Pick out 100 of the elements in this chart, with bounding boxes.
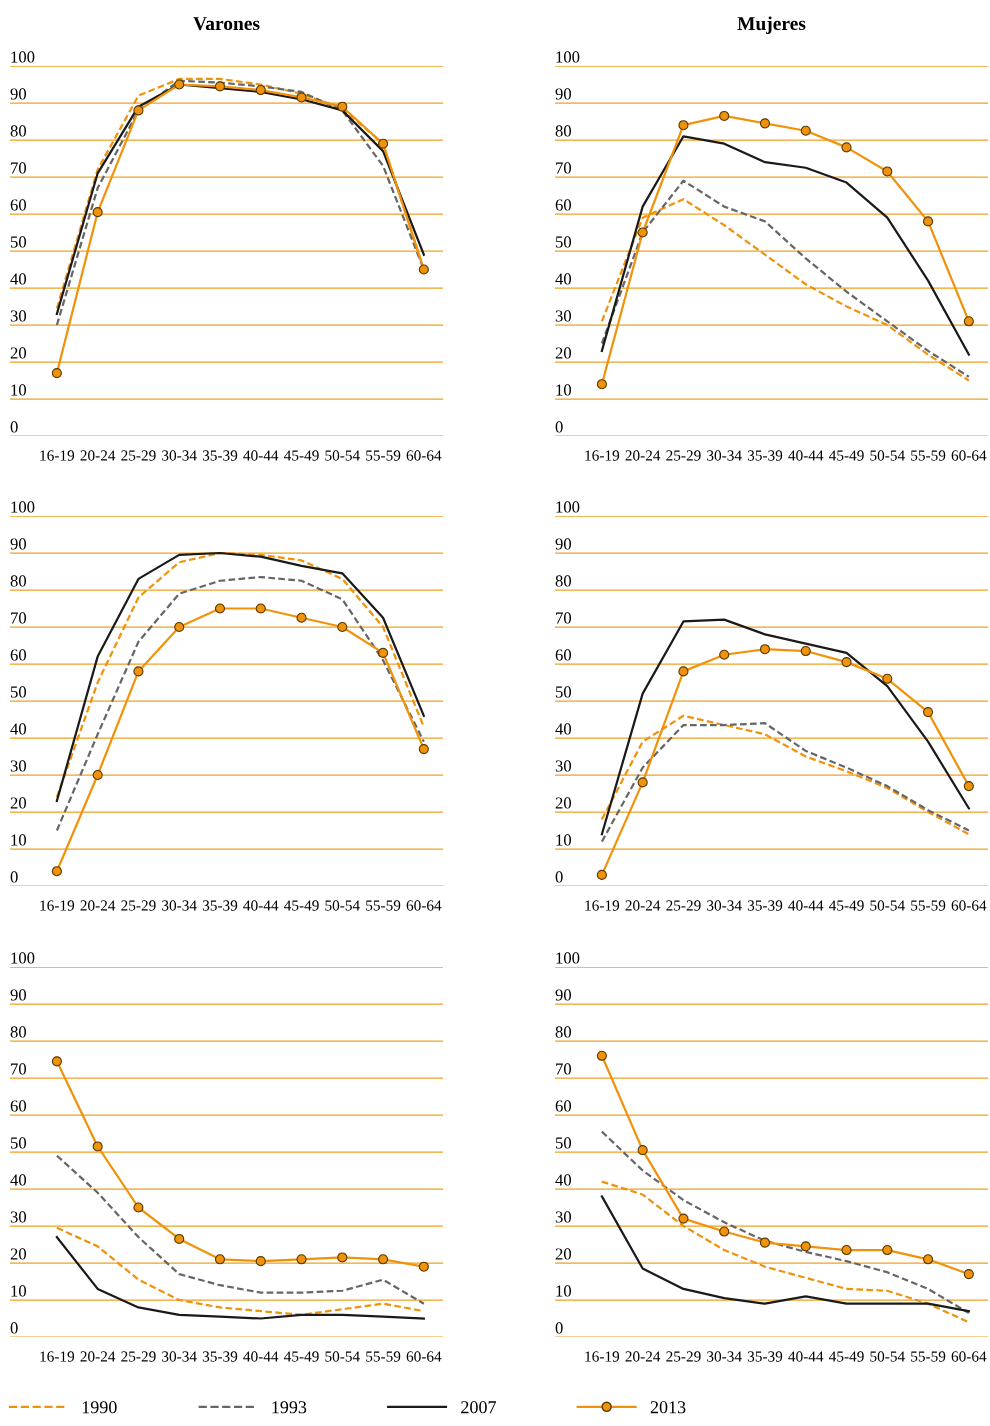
x-tick-label: 20-24 [80,1351,116,1362]
x-tick-label: 50-54 [325,900,360,911]
y-tick-label: 20 [555,347,572,359]
x-tick-label: 45-49 [829,1351,864,1362]
y-tick-label: 60 [555,199,572,211]
y-tick-label: 70 [11,1063,27,1075]
y-tick-label: 100 [11,51,35,63]
y-tick-label: 70 [11,162,27,174]
x-tick-label: 40-44 [788,900,824,911]
x-tick-label: 16-19 [585,900,620,911]
x-tick-label: 45-49 [829,450,864,461]
x-tick-label: 40-44 [243,1351,279,1362]
x-tick-label: 55-59 [366,1351,401,1362]
y-tick-label: 50 [10,686,27,698]
y-tick-label: 10 [556,384,572,396]
legend-label: 2013 [650,1401,686,1414]
y-tick-label: 40 [10,273,27,285]
y-tick-label: 90 [10,88,27,100]
x-tick-label: 20-24 [625,900,661,911]
x-tick-label: 55-59 [911,900,946,911]
x-tick-label: 30-34 [707,450,742,461]
x-tick-label: 30-34 [162,900,197,911]
x-tick-label: 60-64 [406,1351,442,1362]
y-tick-label: 70 [556,162,572,174]
y-tick-label: 90 [10,538,27,550]
x-tick-label: 16-19 [40,900,75,911]
x-tick-label: 60-64 [951,1351,987,1362]
x-tick-label: 55-59 [366,900,401,911]
y-tick-label: 10 [556,834,572,846]
chart-title: Varones [193,17,260,31]
x-tick-label: 25-29 [121,450,156,461]
y-tick-label: 90 [555,538,572,550]
x-tick-label: 50-54 [870,900,905,911]
y-tick-label: 30 [555,760,572,772]
y-tick-label: 30 [10,1211,27,1223]
x-tick-label: 40-44 [788,1351,824,1362]
y-tick-label: 100 [11,952,35,964]
legend-label: 2007 [461,1401,497,1414]
y-tick-label: 20 [555,1248,572,1260]
x-tick-label: 16-19 [40,450,75,461]
y-tick-label: 50 [10,1137,27,1149]
y-tick-label: 80 [555,125,572,137]
x-tick-label: 45-49 [284,900,319,911]
y-tick-label: 30 [555,310,572,322]
y-tick-label: 100 [11,501,35,513]
y-tick-label: 50 [555,236,572,248]
x-tick-label: 60-64 [951,450,987,461]
y-tick-label: 50 [555,1137,572,1149]
x-tick-label: 45-49 [284,450,319,461]
x-tick-label: 25-29 [121,1351,156,1362]
y-tick-label: 60 [555,1100,572,1112]
y-tick-label: 40 [10,723,27,735]
x-tick-label: 30-34 [707,900,742,911]
y-tick-label: 0 [10,421,18,433]
x-tick-label: 40-44 [788,450,824,461]
x-tick-label: 45-49 [829,900,864,911]
x-tick-label: 35-39 [747,900,783,911]
y-tick-label: 100 [556,501,580,513]
y-tick-label: 0 [10,871,18,883]
y-tick-label: 70 [556,1063,572,1075]
x-tick-label: 25-29 [666,1351,701,1362]
y-tick-label: 40 [555,1174,572,1186]
x-tick-label: 25-29 [121,900,156,911]
y-tick-label: 90 [555,989,572,1001]
y-tick-label: 10 [11,1285,27,1297]
x-tick-label: 50-54 [870,1351,905,1362]
x-tick-label: 35-39 [747,450,783,461]
x-tick-label: 20-24 [625,450,661,461]
y-tick-label: 80 [10,575,27,587]
y-tick-label: 30 [555,1211,572,1223]
y-tick-label: 80 [10,1026,27,1038]
y-tick-label: 10 [11,384,27,396]
legend-label: 1993 [272,1401,307,1414]
x-tick-label: 30-34 [707,1351,742,1362]
y-tick-label: 20 [10,1248,27,1260]
y-tick-label: 80 [10,125,27,137]
x-tick-label: 35-39 [747,1351,783,1362]
y-tick-label: 40 [555,723,572,735]
x-tick-label: 55-59 [911,450,946,461]
y-tick-label: 60 [10,199,27,211]
x-tick-label: 50-54 [870,450,905,461]
y-tick-label: 50 [555,686,572,698]
x-tick-label: 40-44 [243,900,279,911]
y-tick-label: 90 [555,88,572,100]
y-tick-label: 40 [555,273,572,285]
y-tick-label: 0 [555,871,563,883]
x-tick-label: 60-64 [406,900,442,911]
x-tick-label: 25-29 [666,450,701,461]
x-tick-label: 55-59 [911,1351,946,1362]
x-tick-label: 16-19 [40,1351,75,1362]
y-tick-label: 60 [555,649,572,661]
y-tick-label: 50 [10,236,27,248]
y-tick-label: 100 [556,51,580,63]
legend-label: 1990 [82,1401,117,1414]
x-tick-label: 45-49 [284,1351,319,1362]
y-tick-label: 20 [10,347,27,359]
y-tick-label: 20 [555,797,572,809]
y-tick-label: 10 [556,1285,572,1297]
chart-title: Mujeres [737,16,806,35]
y-tick-label: 0 [555,421,563,433]
